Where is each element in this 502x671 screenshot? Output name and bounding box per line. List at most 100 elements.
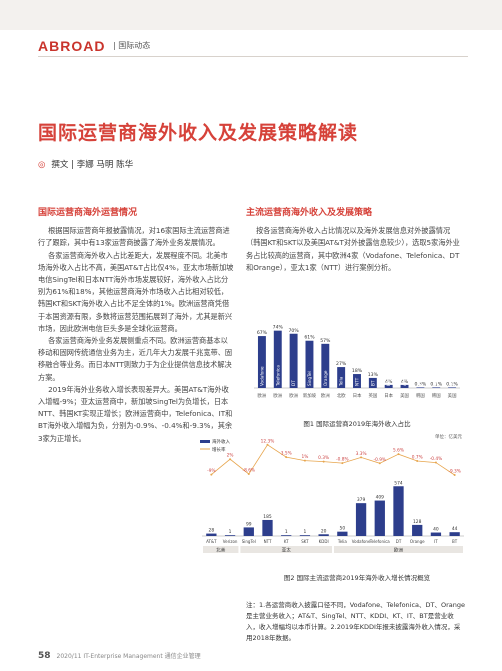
bar (374, 500, 385, 536)
group-label: 亚太 (282, 547, 292, 554)
bar (257, 336, 266, 388)
category-label: Verizon (450, 370, 455, 386)
category-label: AT&T (206, 539, 217, 544)
rate-label: -0.9% (374, 457, 386, 463)
bar (416, 387, 425, 388)
data-label: 99 (246, 521, 252, 527)
data-label: 1 (285, 529, 288, 535)
bar (262, 519, 273, 536)
bar (321, 343, 330, 388)
bar (318, 534, 329, 536)
data-label: 70% (289, 328, 300, 334)
article-title: 国际运营商海外收入及发展策略解读 (38, 122, 359, 144)
rate-label: -0.4% (430, 456, 442, 462)
rate-label: 5.6% (393, 448, 404, 454)
left-paragraph: 2019年海外业务收入增长表现差异大。美国AT&T海外收入增幅-9%；亚太运营商… (38, 384, 233, 443)
rate-label: -9.3% (448, 469, 460, 475)
category-label: SKT (301, 539, 309, 544)
category-label: BT (452, 539, 458, 544)
data-label: 20 (321, 528, 327, 534)
header-divider (38, 56, 468, 57)
legend-label: 海外收入 (212, 438, 230, 445)
top-decoration (0, 0, 502, 30)
data-label: 4% (385, 379, 393, 385)
region-label: 韩国 (416, 392, 425, 399)
category-label: Orange (323, 370, 328, 386)
data-label: 61% (304, 335, 315, 341)
category-label: SingTel (242, 539, 256, 544)
figure2-caption: 图2 国际主流运营商2019年海外收入增长情况概览 (283, 574, 431, 582)
byline-text: 撰文 | 李娜 马明 陈华 (51, 160, 134, 170)
data-label: 74% (273, 325, 284, 331)
category-label: Vodafone (259, 366, 264, 386)
page-footer: 58 2020/11 IT-Enterprise Management 通信企业管… (38, 651, 201, 661)
category-label: NTT (355, 377, 360, 386)
rate-point (210, 473, 213, 476)
bar (368, 377, 377, 388)
bar (412, 524, 423, 536)
region-label: 欧洲 (321, 392, 330, 399)
region-label: 韩国 (432, 392, 441, 399)
rate-label: -8.6% (243, 468, 255, 474)
bar (273, 330, 282, 388)
rate-label: 3.3% (356, 451, 367, 457)
category-label: KDDI (386, 376, 391, 386)
rate-label: -9% (207, 468, 215, 474)
data-label: 28 (209, 528, 215, 534)
left-column: 国际运营商海外运营情况 根据国际运营商年报披露情况，对16家国际主流运营商进行了… (38, 207, 234, 445)
rate-label: 0.3% (318, 455, 329, 461)
bar (299, 535, 311, 536)
data-label: 27% (336, 361, 347, 367)
category-label: Verizon (223, 539, 238, 544)
group-band (240, 546, 332, 553)
category-label: DT (396, 539, 402, 544)
category-label: DT (291, 380, 296, 386)
data-label: 1 (229, 529, 232, 535)
legend-label: 增长率 (212, 446, 226, 453)
bar (400, 384, 409, 388)
region-label: 日本 (384, 392, 393, 399)
bar (337, 367, 346, 388)
section-label: | 国际动态 (113, 41, 151, 50)
category-label: KT (418, 381, 423, 386)
category-label: NTT (264, 539, 272, 544)
data-label: 44 (452, 526, 458, 532)
figure1-caption: 图1 国际运营商2019年海外收入占比 (303, 420, 411, 428)
rate-point (397, 453, 400, 456)
bar (432, 387, 441, 388)
figure1-chart: 67% Vodafone 欧洲 74% Telefonica 欧洲 70% DT 欧洲 61% Si… (254, 325, 460, 399)
figure-note: 注：1.各运营商收入披露口径不同，Vodafone、Telefonica、DT、… (246, 601, 466, 642)
category-label: IT (434, 539, 438, 544)
category-label: KDDI (319, 539, 329, 544)
bar (355, 503, 367, 536)
group-label: 欧洲 (394, 547, 404, 554)
data-label: 0.3% (415, 381, 427, 387)
data-label: 50 (340, 526, 346, 532)
bar (243, 527, 254, 536)
journal-name: 2020/11 IT-Enterprise Management 通信企业管理 (56, 653, 201, 660)
category-label: KT (284, 539, 289, 544)
category-label: Telefonica (275, 365, 280, 387)
bar (337, 531, 348, 536)
rate-point (360, 456, 363, 459)
region-label: 新加坡 (303, 392, 317, 399)
data-label: 379 (357, 497, 366, 503)
right-column: 主流运营商海外收入及发展策略 按各运营商海外收入占比情况以及海外发展信息对外披露… (246, 207, 464, 274)
rate-point (285, 456, 288, 459)
region-label: 美国 (448, 392, 457, 399)
rate-label: -0.8% (336, 457, 348, 463)
data-label: 0.1% (430, 381, 442, 387)
rate-label: 3.5% (281, 451, 292, 457)
rate-point (247, 473, 250, 476)
unit-label: 单位：亿美元 (435, 433, 462, 440)
category-label: Vodafone (352, 539, 371, 544)
category-label: AT&T (402, 375, 407, 386)
rate-point (434, 461, 437, 464)
right-heading: 主流运营商海外收入及发展策略 (246, 208, 373, 218)
bar (384, 384, 393, 388)
region-label: 欧洲 (273, 392, 282, 399)
rate-point (453, 474, 456, 477)
category-label: Telia (339, 376, 344, 387)
category-label: BT (370, 380, 375, 386)
